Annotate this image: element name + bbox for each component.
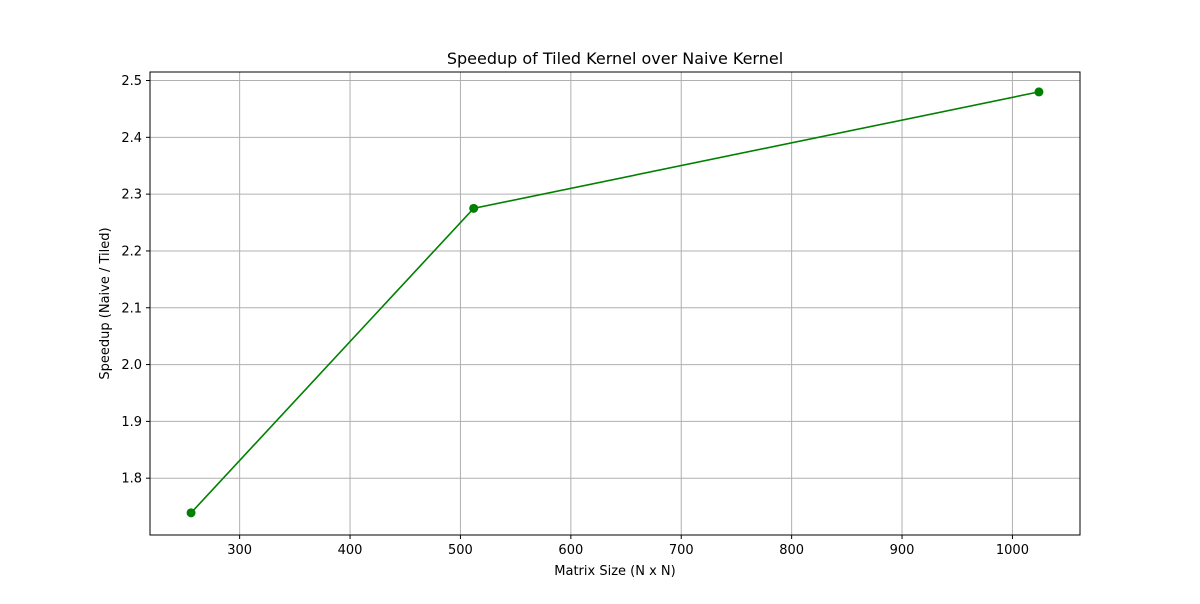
tick-layer: 300 400 500 600 700 800 900 1000 1.8 1.9 2.0 2.1 2.2… — [121, 74, 1029, 558]
y-tick-label: 1.9 — [121, 415, 142, 430]
y-tick-label: 2.4 — [121, 131, 142, 146]
data-point — [186, 508, 196, 518]
x-tick-label: 600 — [558, 543, 583, 558]
y-tick-label: 2.1 — [121, 301, 142, 316]
x-tick-label: 900 — [890, 543, 915, 558]
data-point — [1034, 87, 1044, 97]
chart-title: Speedup of Tiled Kernel over Naive Kerne… — [447, 49, 783, 68]
grid-layer — [150, 72, 1080, 535]
series-layer — [186, 87, 1044, 518]
x-tick-label: 300 — [227, 543, 252, 558]
series-line — [190, 91, 1040, 514]
x-tick-label: 400 — [338, 543, 363, 558]
y-tick-label: 2.2 — [121, 244, 142, 259]
y-tick-label: 1.8 — [121, 472, 142, 487]
x-axis-label: Matrix Size (N x N) — [554, 564, 675, 579]
y-tick-label: 2.0 — [121, 358, 142, 373]
x-tick-label: 700 — [669, 543, 694, 558]
y-axis-label: Speedup (Naive / Tiled) — [98, 227, 113, 379]
y-tick-label: 2.3 — [121, 188, 142, 203]
x-tick-label: 500 — [448, 543, 473, 558]
data-point — [469, 203, 479, 213]
plot-frame — [149, 71, 1081, 536]
x-tick-label: 800 — [779, 543, 804, 558]
y-tick-label: 2.5 — [121, 74, 142, 89]
x-tick-label: 1000 — [996, 543, 1029, 558]
